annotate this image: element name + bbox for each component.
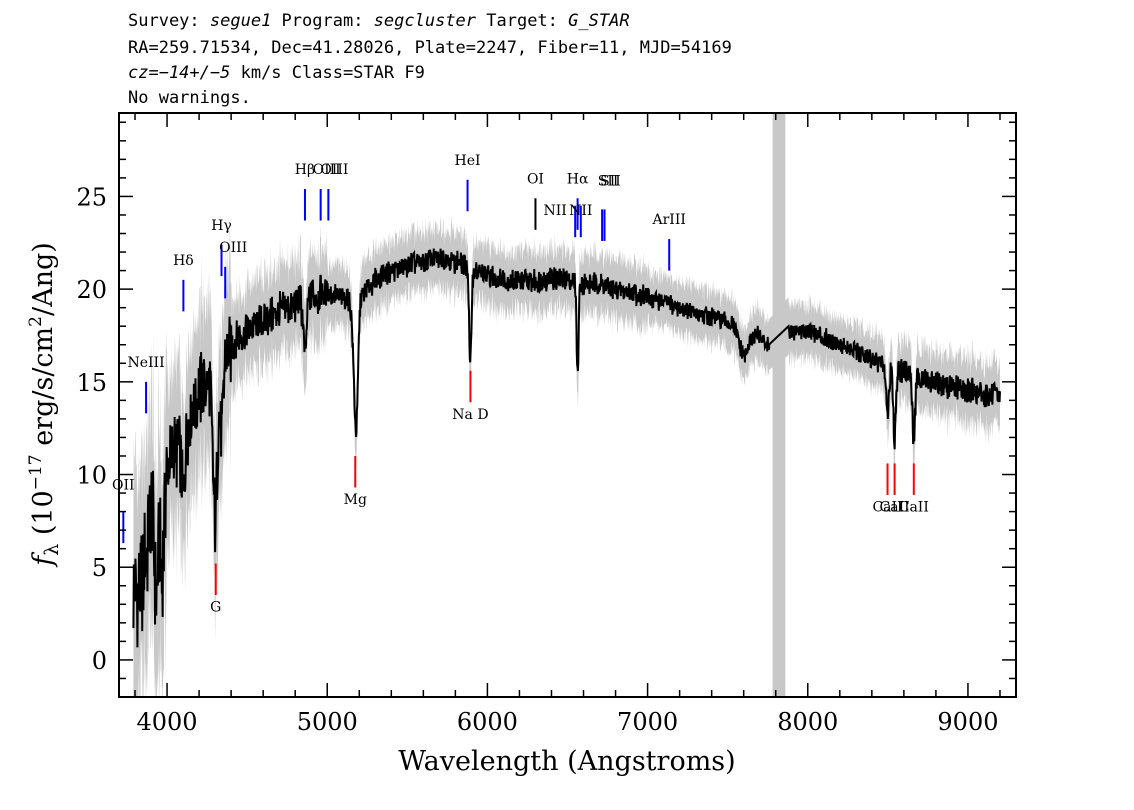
absorption-line-label-3: CaII: [872, 500, 902, 516]
line-markers-layer: OIINeIIIHδHγOIIIHβOIIIOIIIHeINIIHαNIISII…: [112, 153, 929, 616]
emission-line-label-8: HeI: [455, 153, 481, 169]
absorption-line-label-2: Na D: [452, 407, 488, 423]
x-tick-label-4000: 4000: [137, 708, 198, 736]
header-line-1: Survey: segue1 Program: segcluster Targe…: [128, 11, 630, 31]
x-tick-label-5000: 5000: [297, 708, 358, 736]
program-value: segcluster: [373, 11, 477, 31]
program-label: Program:: [271, 11, 374, 31]
y-tick-label-15: 15: [76, 369, 107, 397]
class-value: km/s Class=STAR F9: [230, 63, 425, 83]
absorption-line-label-0: G: [210, 600, 221, 616]
emission-line-label-9: NII: [544, 203, 567, 219]
axes-layer: 4000 5000 6000 7000 8000 9000 0 5 10 15 20 25: [76, 112, 1017, 736]
emission-line-label-2: Hδ: [173, 253, 194, 269]
x-tick-label-9000: 9000: [937, 708, 998, 736]
emission-line-label-5: Hβ: [295, 162, 315, 178]
y-tick-label-25: 25: [76, 183, 107, 211]
emission-line-label-13: SII: [600, 173, 621, 189]
header-line-2: RA=259.71534, Dec=41.28026, Plate=2247, …: [128, 38, 732, 58]
masked-region-layer: [772, 113, 786, 697]
flux-line-layer: [132, 248, 1001, 648]
error-band: [133, 216, 1000, 697]
header-line-4: No warnings.: [128, 88, 251, 108]
emission-line-label-12: SII: [598, 173, 619, 189]
absorption-line-label-4: CaII: [880, 500, 910, 516]
y-tick-label-10: 10: [76, 462, 107, 490]
emission-line-label-7: OIII: [320, 162, 348, 178]
y-tick-label-0: 0: [92, 647, 107, 675]
emission-line-label-11: NII: [569, 203, 592, 219]
header-line-3: cz=−14+/−5 km/s Class=STAR F9: [128, 63, 425, 83]
target-label: Target:: [476, 11, 569, 31]
emission-line-label-4: OIII: [219, 240, 247, 256]
emission-line-label-10: Hα: [567, 171, 589, 187]
masked-region: [772, 113, 786, 697]
emission-line-label-3: Hγ: [211, 218, 232, 234]
x-tick-label-6000: 6000: [457, 708, 518, 736]
y-tick-label-5: 5: [92, 554, 107, 582]
x-axis-label: Wavelength (Angstroms): [398, 746, 735, 777]
emission-line-label-6: OIII: [313, 162, 341, 178]
redshift-value: cz=−14+/−5: [128, 63, 231, 83]
survey-label: Survey:: [128, 11, 210, 31]
emission-line-label-0: OII: [112, 477, 135, 493]
y-tick-label-20: 20: [76, 276, 107, 304]
absorption-line-label-1: Mg: [344, 492, 367, 508]
absorption-line-label-5: CaII: [899, 500, 929, 516]
error-band-layer: [133, 216, 1000, 697]
x-tick-label-7000: 7000: [617, 708, 678, 736]
x-tick-label-8000: 8000: [777, 708, 838, 736]
target-value: G_STAR: [568, 11, 630, 31]
survey-value: segue1: [209, 11, 272, 31]
emission-line-label-1: NeIII: [127, 355, 164, 371]
sky-line-label-0: OI: [527, 171, 544, 187]
emission-line-label-14: ArIII: [652, 212, 686, 228]
plot-frame: [118, 112, 1017, 698]
y-axis-label: fλ (10−17 erg/s/cm2/Ang): [26, 242, 63, 568]
flux-line: [132, 248, 1001, 648]
